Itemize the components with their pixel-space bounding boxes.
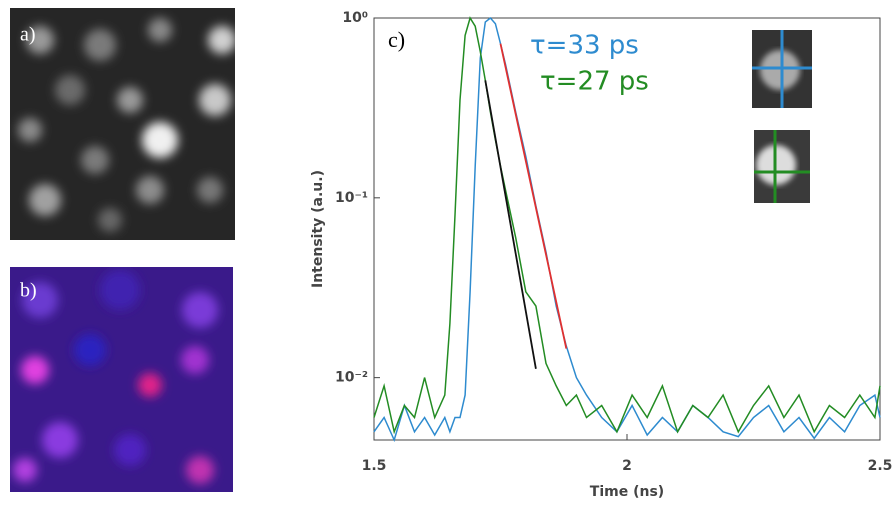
x-tick-label: 1.5	[362, 458, 387, 474]
panel-label: b)	[20, 280, 37, 302]
panel-a-image	[10, 8, 235, 240]
x-tick-label: 2	[622, 458, 632, 474]
annotation: τ=33 ps	[530, 31, 639, 61]
panel-label: c)	[388, 27, 405, 52]
series-line	[373, 16, 881, 435]
inset-image	[752, 30, 812, 108]
x-axis-label: Time (ns)	[590, 484, 664, 500]
panel-label: a)	[20, 24, 36, 46]
y-tick-label: 10⁰	[342, 10, 368, 26]
annotation: τ=27 ps	[540, 67, 649, 97]
inset-image	[754, 130, 810, 203]
y-tick-label: 10⁻¹	[335, 190, 368, 206]
y-axis-label: Intensity (a.u.)	[310, 170, 326, 288]
series-line	[484, 80, 537, 369]
x-tick-label: 2.5	[868, 458, 893, 474]
panel-b-image	[10, 267, 233, 492]
series-line	[499, 43, 568, 349]
y-tick-label: 10⁻²	[335, 370, 368, 386]
